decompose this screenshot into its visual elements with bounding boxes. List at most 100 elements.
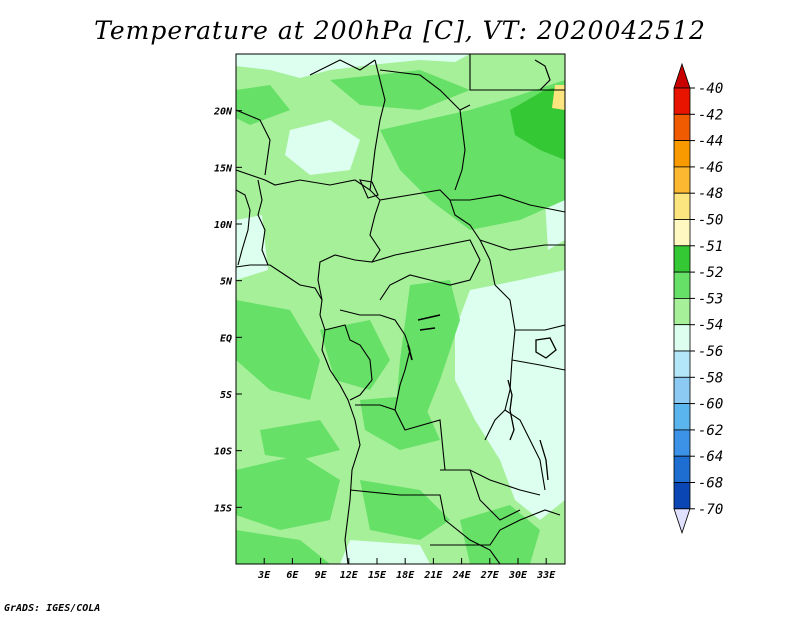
coastline-west [236,264,361,564]
lon-tick-label: 30E [508,570,528,581]
lon-tick-label: 24E [452,570,472,581]
longitude-axis: 3E 6E 9E 12E 15E 18E 21E 24E 27E 30E 33E [257,558,556,581]
field-band-52-westsahara [236,85,290,125]
colorbar-swatch [673,297,691,326]
colorbar-label: -70 [698,502,723,518]
border-drc-east [484,284,516,441]
colorbar-label: -64 [698,449,723,465]
colorbar-label: -56 [698,344,723,360]
field-band-52-atlantic [260,420,340,460]
colorbar-swatch [673,376,691,404]
border-chad-sudan [379,189,496,286]
border-mali [236,109,271,176]
border-ghana [236,189,251,266]
border-nigeria-cameroon [236,169,381,301]
field-band-52-north [330,70,470,110]
lon-tick-label: 15E [368,570,387,581]
river-congo [407,314,441,361]
lon-tick-label: 9E [315,570,328,581]
border-botswana-zimbabwe [430,509,561,546]
temperature-field [236,54,565,564]
colorbar-swatch [673,482,691,510]
border-uganda-kenya [515,324,565,331]
lon-tick-label: 27E [480,570,500,581]
colorbar-label: -42 [698,107,723,123]
lat-tick-label: 10S [214,447,232,458]
border-angola-drc [355,404,521,521]
lat-tick-label: 10N [214,220,233,231]
colorbar-swatch [673,192,691,220]
colorbar-label: -58 [698,370,723,386]
field-band-52-angola-south [360,480,450,540]
colorbar-label: -62 [698,423,723,439]
colorbar-top-cap [673,62,691,89]
lake-victoria [535,337,557,359]
colorbar-swatch [673,324,691,352]
field-band-52-congo [395,280,460,430]
border-south-sudan [479,239,565,251]
colorbar-swatch [673,271,691,299]
field-band-52-south [236,530,330,564]
colorbar-swatch [673,166,691,194]
colorbar-label: -48 [698,186,723,202]
colorbar-label: -46 [698,160,723,176]
field-band-52-angola-north [360,395,440,450]
border-zambia-malawi [504,409,546,491]
field-area-54-south [340,540,430,564]
lat-tick-label: 15S [214,503,232,514]
colorbar-label: -60 [698,397,723,413]
lon-tick-label: 21E [423,570,443,581]
lat-tick-label: 15N [214,163,233,174]
border-egypt [469,54,565,91]
colorbar-label: -53 [698,291,723,307]
border-sudan-ethiopia [450,194,565,213]
borders [236,54,565,564]
colorbar-label: -51 [698,239,723,255]
colorbar-swatch [673,245,691,273]
colorbar-swatch [673,87,691,115]
field-area-54-west [236,215,268,280]
border-tanzania [511,359,565,371]
border-benin-togo [257,179,269,266]
colorbar-swatch [673,455,691,483]
colorbar-swatch [673,350,691,378]
lat-tick-label: 5N [220,277,233,288]
lon-tick-label: 33E [536,570,556,581]
field-band-52-gabon [320,320,390,390]
colorbar-label: -40 [698,81,723,97]
lon-tick-label: 6E [286,570,299,581]
lat-tick-label: 20N [213,107,233,118]
colorbar-label: -52 [698,265,723,281]
lake-malawi [539,439,549,481]
field-band-52-southwest [236,455,340,530]
grads-credit: GrADS: IGES/COLA [4,603,101,614]
colorbar-label: -68 [698,476,723,492]
colorbar-swatch [673,429,691,457]
lat-tick-label: 5S [220,390,232,401]
field-spot-50 [552,85,565,110]
colorbar-swatch [673,403,691,431]
colorbar-swatch [673,219,691,247]
field-band-51-red-sea [510,85,565,160]
lat-tick-label: EQ [220,333,232,344]
lon-tick-label: 3E [257,570,271,581]
border-congo [339,309,411,411]
lon-tick-label: 12E [340,570,359,581]
colorbar-bottom-cap [673,508,691,535]
field-band-52-west [236,300,320,400]
coast-sinai [534,59,551,91]
colorbar-label: -44 [698,134,723,150]
lake-tanganyika [507,379,515,441]
map-frame [235,53,566,565]
border-angola-namibia [349,489,501,564]
border-car [371,239,481,301]
border-gabon [324,324,373,401]
colorbar-label: -54 [698,318,723,334]
chart-title: Temperature at 200hPa [C], VT: 202004251… [94,16,706,45]
colorbar-swatch [673,140,691,168]
colorbar-swatch [673,113,691,142]
latitude-axis: 20N 15N 10N 5N EQ 5S 10S 15S [213,107,242,514]
border-algeria-libya [309,59,376,76]
field-area-54-sahel [285,120,360,175]
